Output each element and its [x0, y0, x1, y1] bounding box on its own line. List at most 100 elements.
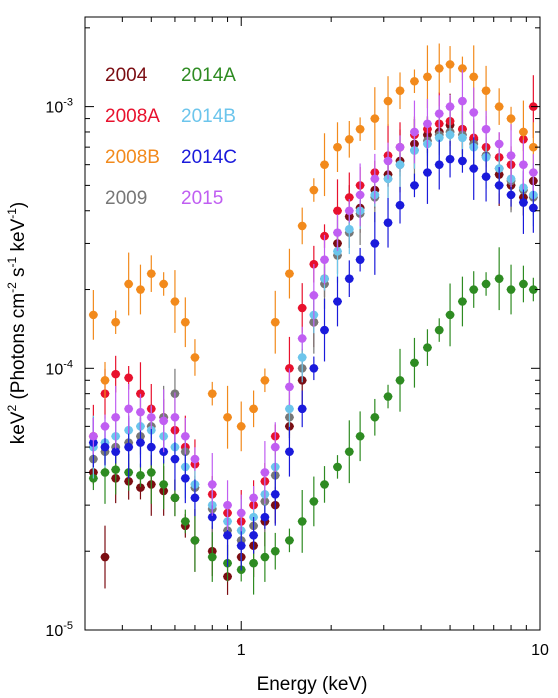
data-point-2014A [309, 497, 319, 506]
legend-entry-2015: 2015 [181, 188, 223, 209]
data-point-2015 [89, 431, 98, 441]
data-point-2014A [481, 279, 491, 289]
data-point-2015 [124, 404, 133, 414]
data-point-2014A [333, 462, 342, 472]
data-point-2014B [344, 224, 354, 234]
data-point-2008A [297, 303, 307, 313]
data-point-2015 [494, 139, 504, 149]
data-point-2008B [124, 279, 133, 289]
legend-entry-2008B: 2008B [105, 147, 160, 168]
data-point-2008B [481, 86, 491, 96]
data-point-2008A [124, 373, 133, 383]
legend-entry-2014A: 2014A [181, 65, 236, 86]
data-point-2014A [100, 468, 110, 477]
data-point-2008B [355, 124, 365, 134]
data-point-2014C [190, 493, 200, 503]
data-point-2014A [469, 285, 479, 294]
data-point-2014B [445, 130, 455, 140]
data-point-2014C [529, 203, 538, 213]
data-point-2014A [159, 480, 168, 489]
data-point-2008B [519, 127, 528, 137]
data-point-2014A [458, 297, 467, 306]
data-point-2014C [270, 490, 280, 499]
data-point-2008B [434, 64, 444, 73]
data-point-2015 [297, 334, 307, 343]
x-tick-label: 10 [531, 642, 549, 659]
data-point-2008B [190, 353, 200, 362]
data-point-2015 [434, 109, 444, 118]
data-point-2014C [236, 541, 246, 550]
data-point-2014A [434, 325, 444, 335]
data-point-2015 [355, 190, 365, 200]
data-point-2014C [355, 255, 365, 265]
data-point-2014A [344, 447, 354, 457]
data-point-2014C [494, 181, 504, 190]
data-point-2008B [249, 404, 258, 414]
x-axis-label: Energy (keV) [257, 674, 368, 695]
data-point-2008B [309, 185, 319, 195]
data-point-2014C [506, 190, 516, 200]
data-point-2014A [297, 517, 307, 526]
data-point-2015 [506, 151, 516, 160]
data-point-2014A [111, 465, 120, 474]
data-point-2008B [159, 279, 168, 289]
data-point-2004 [136, 483, 145, 492]
plot-area [88, 43, 538, 595]
data-point-2014C [320, 325, 329, 335]
data-point-2008A [111, 369, 120, 379]
data-point-2014A [410, 358, 419, 368]
plot-frame [84, 16, 541, 631]
data-point-2008B [136, 285, 145, 294]
data-point-2015 [136, 407, 145, 417]
data-point-2014A [506, 285, 516, 294]
data-point-2008B [370, 114, 380, 123]
data-point-2014C [469, 164, 479, 173]
data-point-2015 [458, 96, 467, 106]
data-point-2014A [270, 546, 280, 556]
data-point-2008B [100, 375, 110, 385]
data-point-2008B [207, 389, 217, 398]
data-point-2008B [469, 72, 479, 82]
data-point-2008B [494, 102, 504, 111]
data-point-2014A [249, 558, 258, 568]
data-point-2015 [100, 422, 110, 431]
data-point-2015 [410, 127, 419, 137]
data-point-2015 [395, 142, 405, 152]
data-point-2008B [423, 72, 432, 82]
data-point-2014B [458, 133, 467, 143]
data-point-2014C [146, 442, 156, 452]
legend-entry-2004: 2004 [105, 65, 148, 86]
data-point-2008B [344, 135, 354, 144]
data-point-2008B [181, 317, 190, 327]
data-point-2014C [111, 447, 120, 457]
data-point-2015 [370, 174, 380, 184]
data-point-2014B [285, 404, 294, 414]
data-point-2014A [146, 468, 156, 477]
data-point-2008B [529, 142, 538, 152]
data-point-2015 [309, 291, 319, 300]
data-point-2014C [223, 531, 232, 540]
data-point-2014C [297, 404, 307, 414]
data-point-2014C [458, 156, 467, 166]
legend-entry-2009: 2009 [105, 188, 147, 209]
data-point-2014A [207, 552, 217, 562]
data-point-2014B [297, 353, 307, 362]
data-point-2015 [423, 119, 432, 129]
data-point-2015 [469, 108, 479, 117]
data-point-2014A [494, 274, 504, 283]
data-point-2008B [383, 96, 393, 106]
data-point-2014A [181, 517, 190, 526]
data-point-2004 [100, 552, 110, 562]
data-point-2008B [506, 114, 516, 123]
data-point-2014A [519, 279, 528, 289]
data-point-2014A [529, 285, 538, 294]
data-point-2008B [270, 317, 280, 327]
series-2015 [88, 69, 538, 532]
data-point-2008A [285, 364, 294, 373]
data-point-2014A [370, 412, 380, 422]
data-point-2014C [395, 200, 405, 210]
data-point-2014C [100, 442, 110, 452]
data-point-2015 [190, 454, 200, 464]
data-point-2014B [395, 160, 405, 169]
data-point-2008B [445, 60, 455, 69]
